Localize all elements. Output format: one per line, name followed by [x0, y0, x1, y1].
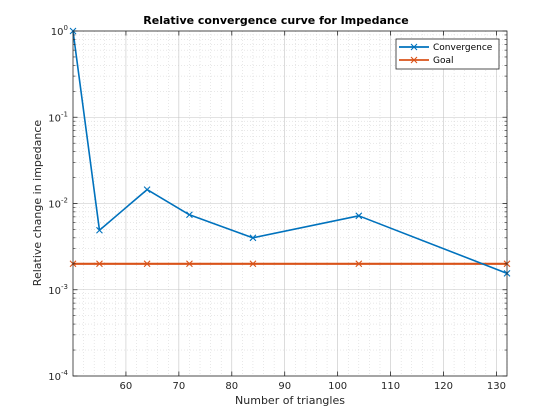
series-convergence [69, 27, 511, 277]
convergence-point [143, 186, 151, 193]
legend-entry-convergence: Convergence [399, 43, 493, 53]
y-tick-labels: 10-4 10-3 10-2 10-1 100 [48, 24, 68, 383]
legend-marker-goal [410, 56, 418, 64]
convergence-point [355, 212, 363, 220]
legend-entry-goal: Goal [399, 56, 454, 66]
x-tick-label: 120 [434, 381, 453, 392]
legend: Convergence Goal [395, 38, 500, 70]
convergence-point [186, 211, 193, 219]
convergence-point [249, 234, 257, 242]
legend-entries: Convergence Goal [399, 43, 493, 66]
x-tick-labels: 60 70 80 90 100 110 120 130 [120, 381, 506, 392]
legend-label-goal: Goal [433, 56, 454, 66]
y-tick-label: 10-3 [48, 283, 68, 297]
goal-point [96, 260, 103, 268]
x-tick-label: 90 [278, 381, 291, 392]
x-tick-label: 110 [381, 381, 400, 392]
tick-marks [73, 30, 507, 377]
x-tick-label: 80 [225, 381, 238, 392]
legend-box [395, 38, 500, 70]
goal-point [355, 260, 363, 268]
x-tick-label: 130 [487, 381, 506, 392]
series-layer [69, 27, 511, 277]
x-tick-label: 60 [120, 381, 133, 392]
y-axis-label: Relative change in impedance [31, 120, 44, 287]
legend-marker-convergence [410, 43, 418, 51]
goal-point [186, 260, 193, 268]
goal-point [143, 260, 151, 268]
convergence-point [96, 226, 103, 234]
chart-title: Relative convergence curve for Impedance [143, 14, 408, 27]
legend-label-convergence: Convergence [433, 43, 493, 53]
x-axis-label: Number of triangles [235, 394, 345, 407]
y-tick-label: 10-4 [48, 369, 68, 383]
x-tick-label: 70 [172, 381, 185, 392]
x-tick-label: 100 [328, 381, 347, 392]
goal-point [249, 260, 257, 268]
y-tick-label: 10-1 [48, 110, 68, 124]
y-tick-label: 10-2 [48, 197, 68, 211]
y-tick-label: 100 [51, 24, 68, 38]
